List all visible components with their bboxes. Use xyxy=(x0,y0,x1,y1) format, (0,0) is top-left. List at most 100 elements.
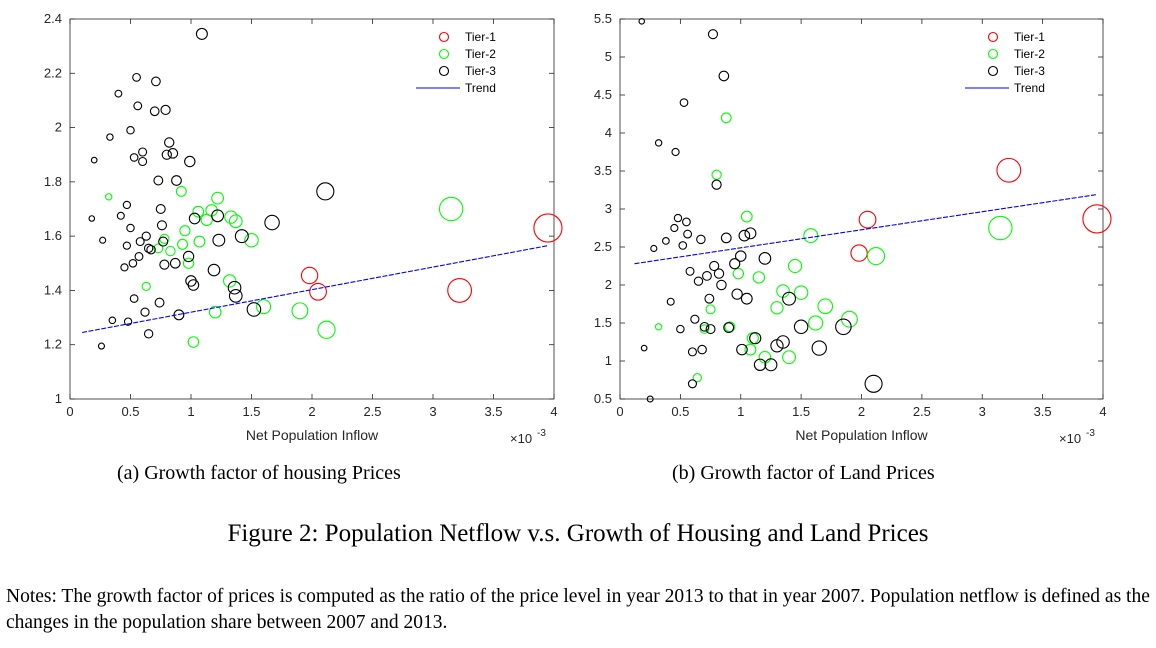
data-point-tier-3 xyxy=(132,72,141,82)
data-point-tier-2 xyxy=(211,191,225,205)
data-point-tier-2 xyxy=(192,205,205,218)
legend: Tier-1 Tier-2 Tier-3 Trend xyxy=(416,30,496,95)
data-point-tier-3 xyxy=(666,297,675,306)
legend-swatch-tier-2 xyxy=(987,48,999,60)
x-tick-label: 0.5 xyxy=(671,404,689,419)
data-point-tier-3 xyxy=(234,229,249,244)
data-point-tier-3 xyxy=(187,279,200,291)
data-point-tier-3 xyxy=(646,395,654,403)
data-point-tier-2 xyxy=(817,298,834,315)
data-point-tier-3 xyxy=(211,209,225,223)
data-point-tier-3 xyxy=(106,133,114,141)
data-point-tier-1 xyxy=(309,282,327,301)
data-point-tier-2 xyxy=(176,238,189,250)
legend-label: Tier-2 xyxy=(465,47,496,61)
data-point-tier-3 xyxy=(161,149,172,160)
data-point-tier-3 xyxy=(671,147,680,157)
trend-line xyxy=(634,194,1098,265)
y-tick-label: 0.5 xyxy=(594,391,612,406)
x-tick-label: 0 xyxy=(66,404,73,419)
data-point-tier-2 xyxy=(699,324,710,334)
data-point-tier-2 xyxy=(105,193,113,201)
data-point-tier-3 xyxy=(212,233,226,247)
data-point-tier-2 xyxy=(793,285,809,300)
data-point-tier-3 xyxy=(654,139,663,147)
data-point-tier-1 xyxy=(300,266,319,285)
legend-label: Tier-1 xyxy=(465,30,496,44)
x-tick-label: 1 xyxy=(187,404,194,419)
y-tick-label: 1 xyxy=(605,353,612,368)
data-point-tier-3 xyxy=(749,332,762,345)
data-point-tier-3 xyxy=(133,101,143,111)
data-point-tier-3 xyxy=(154,297,165,308)
legend-label: Trend xyxy=(1014,81,1045,95)
x-tick-label: 3.5 xyxy=(1034,404,1052,419)
data-point-tier-3 xyxy=(138,156,148,167)
x-tick-label: 4 xyxy=(550,404,557,419)
x-tick-label: 0 xyxy=(616,404,623,419)
data-point-tier-3 xyxy=(687,379,698,389)
y-tick-label: 3 xyxy=(605,201,612,216)
data-point-tier-3 xyxy=(99,236,107,244)
data-point-tier-3 xyxy=(685,266,695,276)
data-point-tier-3 xyxy=(729,258,741,270)
data-point-tier-3 xyxy=(184,155,196,168)
data-point-tier-3 xyxy=(122,241,132,250)
data-point-tier-3 xyxy=(718,70,730,82)
data-point-tier-3 xyxy=(640,344,648,352)
data-point-tier-3 xyxy=(740,292,753,305)
data-point-tier-3 xyxy=(153,175,164,186)
data-point-tier-2 xyxy=(256,299,272,315)
figure-caption: Figure 2: Population Netflow v.s. Growth… xyxy=(227,520,929,547)
data-point-tier-2 xyxy=(770,301,784,315)
data-point-tier-3 xyxy=(128,258,138,268)
chart-panel-a: 0 0.5 1 1.5 2 2.5 3 3.5 4 1 1.2 1.4 1.6 1.8 2 2.2 2.4 Net… xyxy=(44,11,563,446)
data-point-tier-3 xyxy=(734,250,747,262)
data-point-tier-3 xyxy=(141,231,151,241)
data-point-tier-3 xyxy=(697,344,707,355)
data-point-tier-2 xyxy=(165,245,176,257)
data-point-tier-2 xyxy=(720,112,732,124)
data-point-tier-2 xyxy=(752,271,766,284)
data-point-tier-2 xyxy=(228,214,243,229)
data-point-tier-1 xyxy=(850,244,868,262)
figure-notes: Notes: The growth factor of prices is co… xyxy=(6,586,1150,633)
legend-label: Tier-3 xyxy=(1014,64,1045,78)
data-point-tier-3 xyxy=(758,252,772,265)
data-point-tier-3 xyxy=(776,335,790,349)
data-point-tier-2 xyxy=(182,257,195,269)
data-point-tier-3 xyxy=(159,259,170,270)
y-tick-label: 5 xyxy=(605,49,612,64)
data-point-tier-3 xyxy=(143,329,154,339)
data-point-tier-3 xyxy=(134,252,144,261)
data-point-tier-3 xyxy=(316,182,335,201)
data-point-tier-3 xyxy=(155,204,166,215)
data-point-tier-3 xyxy=(673,213,683,223)
data-point-tier-3 xyxy=(129,294,139,303)
data-point-tier-1 xyxy=(1082,204,1112,234)
data-point-tier-3 xyxy=(164,137,175,148)
data-point-tier-3 xyxy=(228,288,243,303)
x-axis-multiplier: ×10 xyxy=(510,431,532,446)
x-tick-label: 1 xyxy=(737,404,744,419)
data-point-tier-3 xyxy=(711,179,722,190)
x-tick-label: 2 xyxy=(858,404,865,419)
trend-line xyxy=(81,245,549,334)
data-point-tier-3 xyxy=(709,260,720,272)
legend-label: Tier-1 xyxy=(1014,30,1045,44)
data-point-tier-2 xyxy=(803,228,819,244)
data-point-tier-2 xyxy=(438,196,464,222)
data-point-tier-3 xyxy=(782,291,796,306)
data-point-tier-3 xyxy=(679,98,689,107)
data-point-tier-3 xyxy=(149,106,160,117)
data-point-tier-3 xyxy=(678,241,688,250)
data-point-tier-3 xyxy=(140,307,150,317)
data-point-tier-3 xyxy=(146,244,156,255)
x-tick-label: 3 xyxy=(429,404,436,419)
data-point-tier-2 xyxy=(244,232,259,248)
data-point-tier-3 xyxy=(246,302,262,317)
y-tick-label: 2.5 xyxy=(594,239,612,254)
data-point-tier-3 xyxy=(126,223,135,233)
data-point-tier-2 xyxy=(732,267,745,280)
data-point-tier-2 xyxy=(866,247,886,266)
